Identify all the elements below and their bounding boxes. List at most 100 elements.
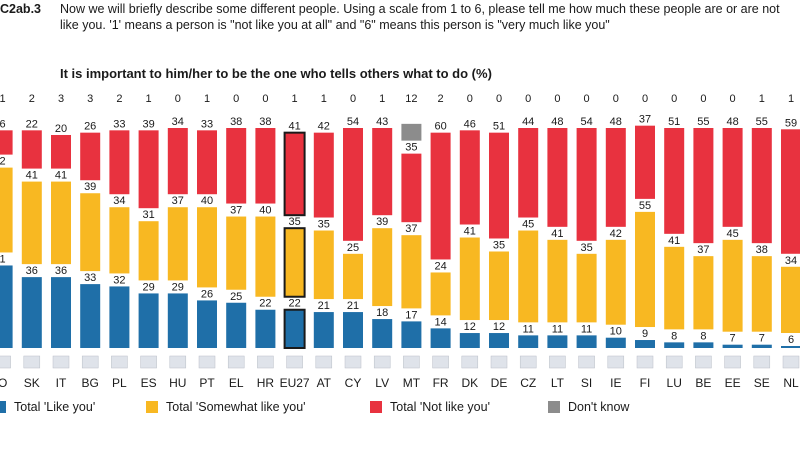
bar-not-like-RO bbox=[0, 130, 13, 155]
label-dont-know-BE: 0 bbox=[700, 93, 706, 105]
legend-label-not-like: Total 'Not like you' bbox=[390, 400, 490, 414]
label-dont-know-ES: 1 bbox=[146, 93, 152, 105]
bar-somewhat-SE bbox=[751, 256, 772, 332]
bar-like-HU bbox=[167, 293, 188, 348]
chart-subtitle: It is important to him/her to be the one… bbox=[60, 66, 492, 81]
category-label-SI: SI bbox=[581, 376, 592, 390]
bar-not-like-IE bbox=[605, 128, 626, 227]
bar-not-like-IT bbox=[51, 134, 71, 169]
flag-EU27 bbox=[286, 355, 303, 369]
bar-somewhat-LV bbox=[372, 228, 393, 307]
label-like-SE: 7 bbox=[759, 333, 765, 345]
stacked-bar-chart: 1261O3641222SK3641203IT3339263BG3234332P… bbox=[0, 93, 800, 390]
bar-not-like-SI bbox=[576, 128, 597, 241]
label-like-PT: 26 bbox=[201, 288, 213, 300]
label-dont-know-NL: 1 bbox=[788, 93, 794, 105]
category-label-HR: HR bbox=[257, 376, 275, 390]
legend-item-somewhat: Total 'Somewhat like you' bbox=[146, 400, 306, 414]
bar-somewhat-BE bbox=[693, 256, 714, 330]
bar-not-like-LT bbox=[547, 128, 568, 227]
label-like-EL: 25 bbox=[230, 291, 242, 303]
flag-BE bbox=[695, 355, 712, 369]
label-dont-know-DK: 0 bbox=[467, 93, 473, 105]
flag-LT bbox=[549, 355, 566, 369]
label-like-CY: 21 bbox=[347, 300, 359, 312]
category-label-ES: ES bbox=[141, 376, 157, 390]
category-label-FR: FR bbox=[433, 376, 449, 390]
category-label-EU27: EU27 bbox=[280, 376, 310, 390]
flag-RO bbox=[0, 355, 11, 369]
label-dont-know-SE: 1 bbox=[759, 93, 765, 105]
label-like-RO: 1 bbox=[0, 253, 6, 265]
bar-somewhat-DK bbox=[459, 237, 480, 321]
bar-like-FR bbox=[430, 328, 451, 348]
label-not-like-IT: 20 bbox=[55, 123, 67, 135]
bar-like-RO bbox=[0, 265, 13, 348]
category-label-FI: FI bbox=[640, 376, 651, 390]
label-somewhat-SI: 35 bbox=[580, 242, 592, 254]
label-like-IT: 36 bbox=[55, 265, 67, 277]
label-somewhat-LT: 41 bbox=[551, 228, 563, 240]
category-label-BG: BG bbox=[82, 376, 99, 390]
category-label-CZ: CZ bbox=[520, 376, 536, 390]
label-dont-know-FI: 0 bbox=[642, 93, 648, 105]
bar-somewhat-MT bbox=[401, 235, 422, 309]
category-label-BE: BE bbox=[695, 376, 711, 390]
label-dont-know-SI: 0 bbox=[584, 93, 590, 105]
bar-somewhat-IT bbox=[51, 181, 71, 265]
label-dont-know-EE: 0 bbox=[730, 93, 736, 105]
label-somewhat-DE: 35 bbox=[493, 239, 505, 251]
label-somewhat-EL: 37 bbox=[230, 205, 242, 217]
legend-swatch-like bbox=[0, 401, 6, 413]
label-somewhat-DK: 41 bbox=[464, 226, 476, 238]
bar-not-like-AT bbox=[313, 132, 334, 218]
label-like-LU: 8 bbox=[671, 330, 677, 342]
category-label-MT: MT bbox=[403, 376, 421, 390]
label-not-like-DK: 46 bbox=[464, 118, 476, 130]
bar-like-MT bbox=[401, 321, 422, 348]
bar-not-like-FI bbox=[635, 125, 655, 199]
legend-label-like: Total 'Like you' bbox=[14, 400, 96, 414]
bar-not-like-BE bbox=[693, 128, 714, 244]
label-somewhat-LU: 41 bbox=[668, 235, 680, 247]
flag-LU bbox=[665, 355, 683, 369]
flag-IT bbox=[52, 355, 70, 369]
bar-somewhat-LT bbox=[547, 239, 568, 323]
category-label-DE: DE bbox=[491, 376, 508, 390]
bar-like-EU27 bbox=[283, 308, 306, 349]
bar-somewhat-BG bbox=[80, 193, 101, 272]
label-dont-know-HR: 0 bbox=[262, 93, 268, 105]
label-not-like-LU: 51 bbox=[668, 116, 680, 128]
flag-NL bbox=[782, 355, 800, 369]
label-dont-know-BG: 3 bbox=[87, 93, 93, 105]
legend-label-somewhat: Total 'Somewhat like you' bbox=[166, 400, 306, 414]
flag-FI bbox=[636, 355, 654, 369]
label-not-like-PL: 33 bbox=[113, 118, 125, 130]
label-like-BE: 8 bbox=[700, 330, 706, 342]
question-text: Now we will briefly describe some differ… bbox=[60, 2, 780, 32]
bar-like-SK bbox=[21, 277, 42, 348]
bar-not-like-FR bbox=[430, 132, 451, 260]
label-somewhat-IE: 42 bbox=[610, 228, 622, 240]
label-not-like-HR: 38 bbox=[259, 116, 271, 128]
label-somewhat-FR: 24 bbox=[434, 260, 446, 272]
category-label-PL: PL bbox=[112, 376, 127, 390]
label-dont-know-EU27: 1 bbox=[292, 93, 298, 105]
label-dont-know-FR: 2 bbox=[438, 93, 444, 105]
bar-not-like-EE bbox=[722, 128, 743, 227]
label-like-EE: 7 bbox=[730, 333, 736, 345]
label-like-AT: 21 bbox=[318, 300, 330, 312]
label-somewhat-BG: 39 bbox=[84, 181, 96, 193]
bar-somewhat-LU bbox=[664, 246, 685, 330]
label-not-like-BG: 26 bbox=[84, 121, 96, 133]
label-not-like-HU: 34 bbox=[172, 116, 184, 128]
flag-SE bbox=[753, 355, 771, 369]
bar-not-like-PT bbox=[197, 130, 217, 195]
category-label-LT: LT bbox=[551, 376, 565, 390]
bar-like-EE bbox=[722, 344, 743, 348]
legend-swatch-somewhat bbox=[146, 401, 158, 413]
label-not-like-CZ: 44 bbox=[522, 116, 534, 128]
bar-like-SI bbox=[576, 335, 597, 348]
label-somewhat-AT: 35 bbox=[318, 219, 330, 231]
flag-IE bbox=[607, 355, 625, 369]
